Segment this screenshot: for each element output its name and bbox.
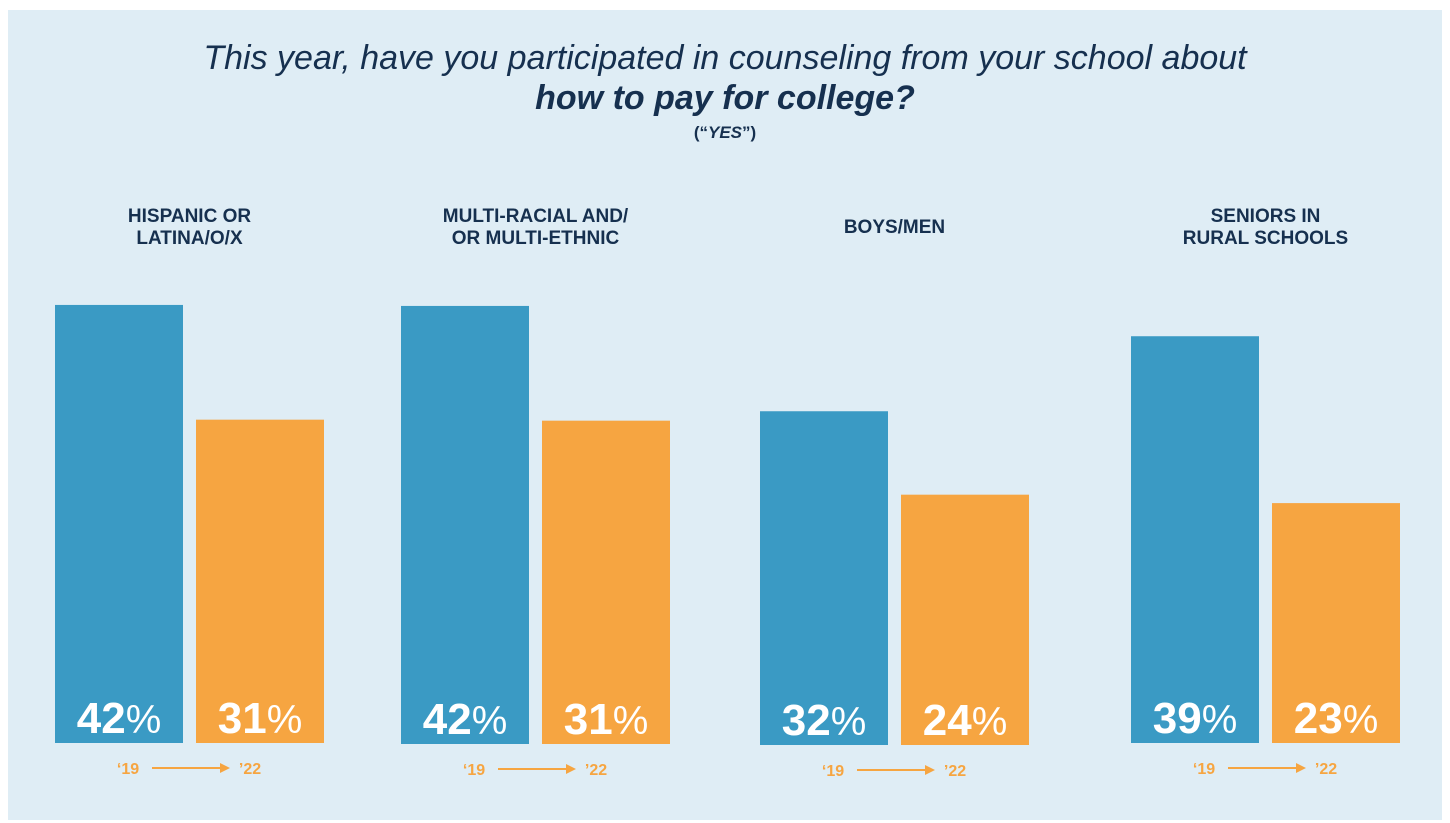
bar-2022 [901,494,1029,745]
group-label: SENIORS IN [1211,206,1321,227]
group-label: HISPANIC OR [128,206,251,227]
bar-value-label: 32% [782,696,867,745]
year-label-end: ’22 [239,761,261,778]
bar-value-label: 23% [1294,694,1379,743]
title-line-2: how to pay for college? [535,79,915,117]
year-label-start: ‘19 [463,762,485,779]
bar-value-label: 24% [923,696,1008,745]
bar-2019 [1131,336,1259,743]
bar-2022 [196,419,324,743]
group-label: MULTI-RACIAL AND/ [443,206,629,227]
year-arrow-head [1296,763,1306,773]
chart-title: This year, have you participated in coun… [0,38,1450,144]
year-arrow-head [220,763,230,773]
year-label-start: ‘19 [117,761,139,778]
year-label-end: ’22 [944,763,966,780]
bar-2019 [760,411,888,745]
bar-value-label: 39% [1153,694,1238,743]
note-suffix: ”) [742,123,757,142]
title-line-1: This year, have you participated in coun… [203,39,1247,77]
group-label: BOYS/MEN [844,217,945,238]
bar-value-label: 42% [77,694,162,743]
bar-2019 [401,305,529,744]
group-label: OR MULTI-ETHNIC [452,228,620,249]
year-arrow-head [566,764,576,774]
note-word: YES [707,123,743,142]
title-note: (“YES”) [0,122,1450,144]
group-label: RURAL SCHOOLS [1183,228,1348,249]
bar-2019 [55,304,183,743]
bar-2022 [1272,503,1400,743]
group-label: LATINA/O/X [136,228,243,249]
year-arrow-head [925,765,935,775]
bar-value-label: 31% [218,694,303,743]
year-label-end: ’22 [585,762,607,779]
bar-value-label: 31% [564,695,649,744]
year-label-end: ’22 [1315,761,1337,778]
bar-2022 [542,420,670,744]
note-prefix: (“ [693,123,708,142]
year-label-start: ‘19 [1193,761,1215,778]
bar-value-label: 42% [423,695,508,744]
year-label-start: ‘19 [822,763,844,780]
